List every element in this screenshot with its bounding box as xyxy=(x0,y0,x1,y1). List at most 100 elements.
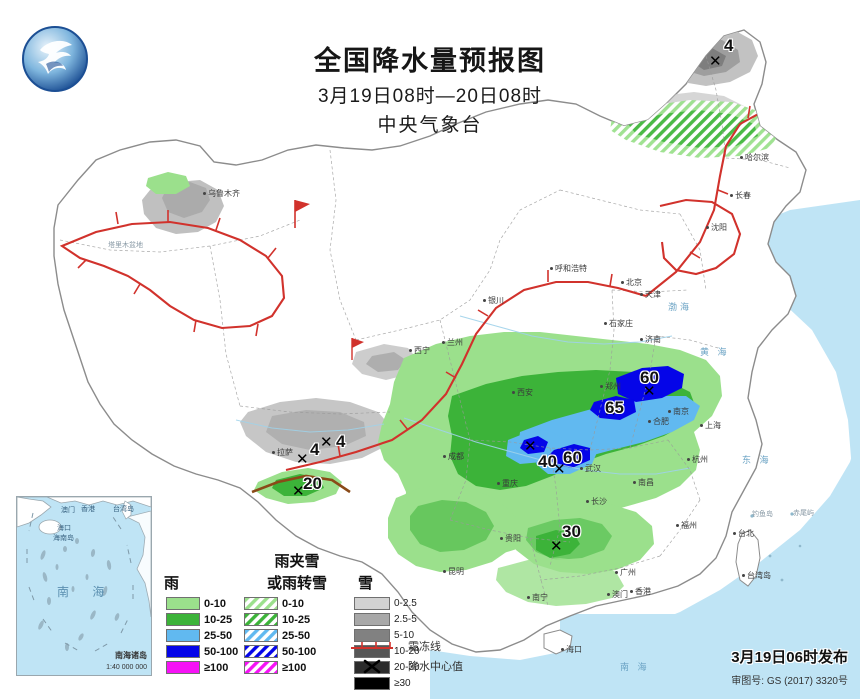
approval-number: 审图号: GS (2017) 3320号 xyxy=(731,676,848,687)
legend-column-rain: 0-10 10-25 25-50 50-100 ≥100 xyxy=(166,596,238,676)
city-label: 香港 xyxy=(630,586,651,597)
cma-logo-icon xyxy=(22,26,88,92)
legend-item: ≥100 xyxy=(244,660,316,675)
city-label: 兰州 xyxy=(442,337,463,348)
legend-item: 10-25 xyxy=(244,612,316,627)
legend-item: 10-25 xyxy=(166,612,238,627)
city-label: 天津 xyxy=(640,289,661,300)
legend-range-label: 10-25 xyxy=(204,613,233,626)
legend-frost-line-row: 霜冻线 xyxy=(348,636,518,656)
precip-center-marker: ✕ xyxy=(553,461,566,478)
legend-swatch xyxy=(354,613,390,626)
sea-label: 南 海 xyxy=(620,662,650,672)
legend-item: 2.5-5 xyxy=(354,612,420,627)
x-marker-icon xyxy=(363,659,381,674)
frost-line-label: 霜冻线 xyxy=(408,641,441,653)
city-label: 南宁 xyxy=(527,592,548,603)
legend-item: ≥100 xyxy=(166,660,238,675)
legend-swatch xyxy=(166,661,200,674)
legend-range-label: 2.5-5 xyxy=(394,614,417,625)
legend-range-label: ≥100 xyxy=(204,661,229,674)
inset-sea-label: 南 海 xyxy=(57,585,115,599)
inset-place-label: 海口 xyxy=(57,525,71,532)
sea-label: 黄 海 xyxy=(700,347,730,357)
legend-swatch xyxy=(166,645,200,658)
legend-range-label: 10-20 xyxy=(394,646,420,657)
precip-center-marker: ✕ xyxy=(320,434,333,451)
legend-swatch xyxy=(354,629,390,642)
sea-label: 渤海 xyxy=(668,302,693,312)
city-label: 贵阳 xyxy=(500,533,521,544)
city-label: 长沙 xyxy=(586,496,607,507)
city-label: 台北 xyxy=(733,528,754,539)
legend-item: 0-10 xyxy=(166,596,238,611)
legend-range-label: 0-2.5 xyxy=(394,598,417,609)
legend-item: 25-50 xyxy=(166,628,238,643)
inset-title: 南海诸岛 xyxy=(115,651,147,660)
city-label: 长春 xyxy=(730,190,751,201)
legend-swatch xyxy=(354,597,390,610)
precip-center-value: 4 xyxy=(336,432,346,451)
city-label: 西宁 xyxy=(409,345,430,356)
legend-item: 0-2.5 xyxy=(354,596,420,611)
precip-center-value: 4 xyxy=(724,36,734,55)
legend-column-sleet: 0-10 10-25 25-50 50-100 ≥100 xyxy=(244,596,316,676)
sea-label: 东 海 xyxy=(742,455,772,465)
precip-center-value: 4 xyxy=(310,440,320,459)
city-label: 南京 xyxy=(668,406,689,417)
precip-center-value: 60 xyxy=(640,368,659,387)
legend-swatch xyxy=(244,645,278,658)
city-label: 南昌 xyxy=(633,477,654,488)
legend-range-label: 5-10 xyxy=(394,630,415,641)
legend-swatch xyxy=(244,629,278,642)
legend-range-label: ≥30 xyxy=(394,678,411,689)
legend-item: ≥30 xyxy=(354,676,420,691)
city-label: 成都 xyxy=(443,451,464,462)
legend-range-label: 0-10 xyxy=(282,597,305,610)
precip-center-value: 40 xyxy=(538,452,557,471)
city-label: 武汉 xyxy=(580,463,601,474)
precip-center-marker: ✕ xyxy=(524,438,537,455)
legend-center-marker-row: 降水中心值 xyxy=(348,656,518,676)
city-label: 广州 xyxy=(615,567,636,578)
legend-range-label: 25-50 xyxy=(204,629,233,642)
legend-swatch xyxy=(166,613,200,626)
city-label: 上海 xyxy=(700,420,721,431)
legend-range-label: 20-30 xyxy=(394,662,420,673)
city-label: 昆明 xyxy=(443,566,464,577)
legend-item: 25-50 xyxy=(244,628,316,643)
legend-range-label: 50-100 xyxy=(204,645,239,658)
precip-center-marker: ✕ xyxy=(709,53,722,70)
legend-swatch xyxy=(244,597,278,610)
legend-header-sleet-2: 或雨转雪 xyxy=(266,575,327,592)
precip-center-value: 60 xyxy=(563,448,582,467)
legend-header-snow: 雪 xyxy=(358,575,374,592)
legend-swatch xyxy=(244,613,278,626)
inset-scale: 1:40 000 000 xyxy=(106,664,147,671)
city-label: 哈尔滨 xyxy=(740,152,769,163)
inset-place-label: 海南岛 xyxy=(53,535,74,542)
city-label: 杭州 xyxy=(687,454,708,465)
precip-center-value: 65 xyxy=(605,398,624,417)
legend-range-label: 10-25 xyxy=(282,613,311,626)
city-label: 澳门 xyxy=(607,589,628,600)
legend-swatch xyxy=(166,629,200,642)
island-label: 赤尾屿 xyxy=(793,510,814,517)
city-label: 乌鲁木齐 xyxy=(203,188,240,199)
region-label: 塔里木盆地 xyxy=(108,242,143,249)
center-marker-label: 降水中心值 xyxy=(408,661,463,673)
city-label: 拉萨 xyxy=(272,447,293,458)
inset-place-label: 台湾岛 xyxy=(113,506,134,513)
legend-item: 50-100 xyxy=(244,644,316,659)
legend-range-label: 25-50 xyxy=(282,629,311,642)
precip-center-marker: ✕ xyxy=(296,451,309,468)
precip-center-marker: ✕ xyxy=(292,483,305,500)
precip-center-marker: ✕ xyxy=(604,403,617,420)
publication-time: 3月19日06时发布 xyxy=(731,649,848,666)
city-label: 银川 xyxy=(483,295,504,306)
precip-center-value: 20 xyxy=(303,474,322,493)
city-label: 呼和浩特 xyxy=(550,263,587,274)
legend-item: 50-100 xyxy=(166,644,238,659)
